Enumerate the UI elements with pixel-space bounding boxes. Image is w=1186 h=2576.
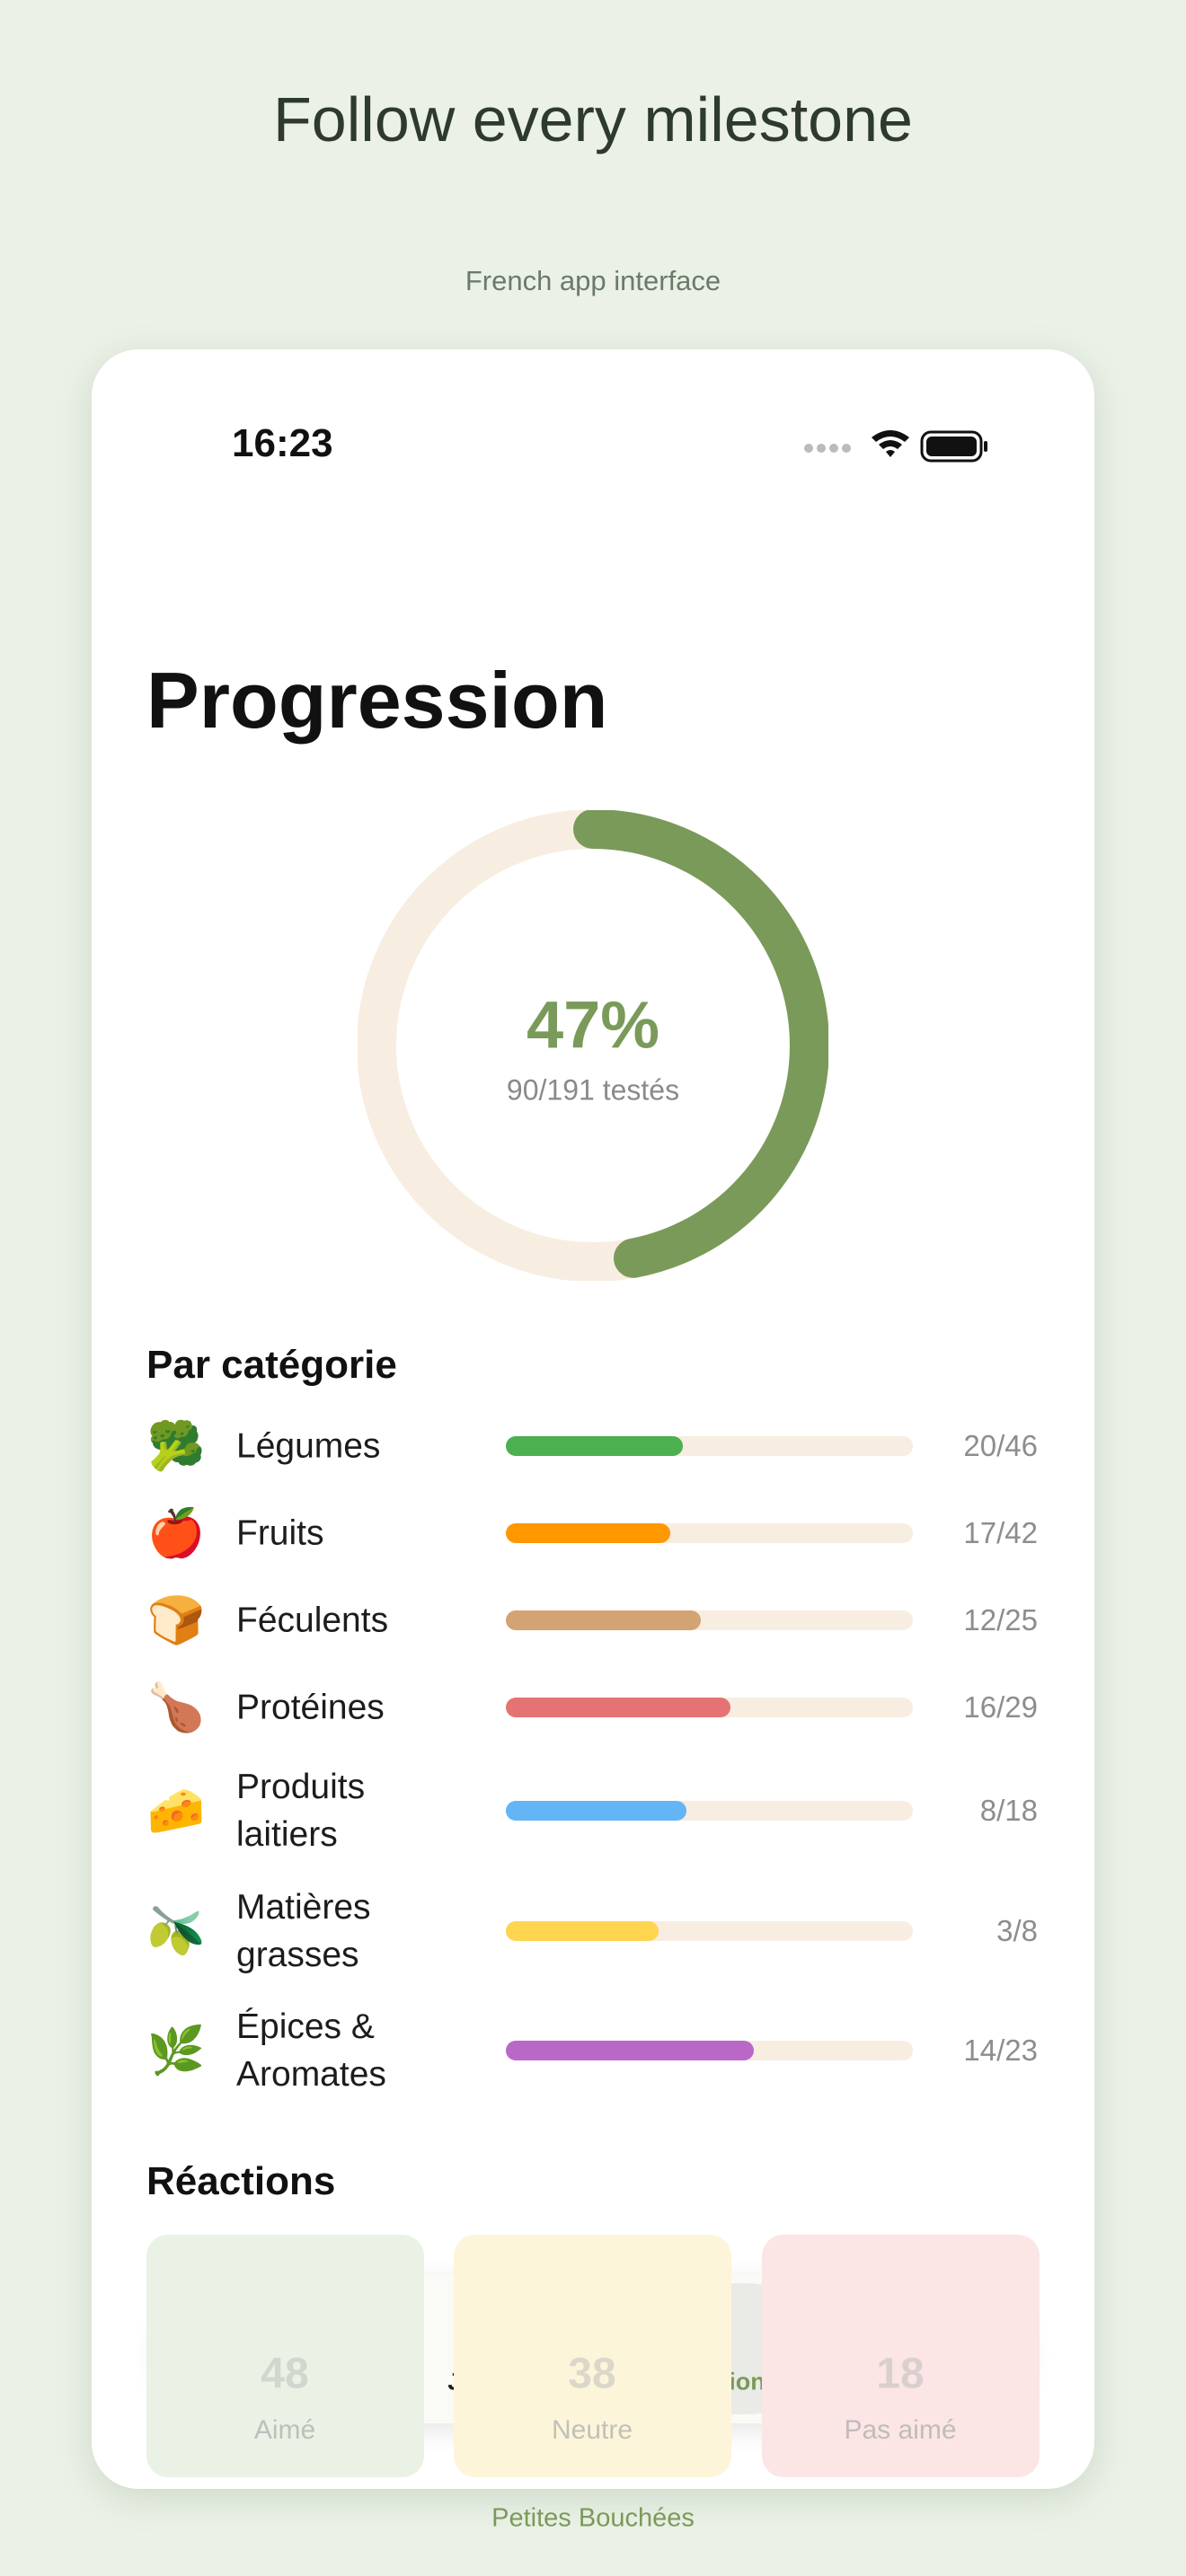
progress-fill <box>506 2041 754 2060</box>
category-emoji: 🥦 <box>146 1420 206 1473</box>
section-title: Réactions <box>146 2159 336 2203</box>
category-count: 3/8 <box>996 1914 1038 1947</box>
category-name: Épices & Aromates <box>236 2007 386 2094</box>
footer-brand: Petites Bouchées <box>491 2503 695 2533</box>
ring-progress <box>358 810 828 1281</box>
reaction-label: Aimé <box>253 2415 316 2445</box>
reaction-card: 38 Neutre <box>454 2235 731 2477</box>
category-emoji: 🫒 <box>146 1905 206 1958</box>
category-count: 17/42 <box>963 1516 1038 1549</box>
header-subtitle: French app interface <box>465 265 721 296</box>
progress-caption: 90/191 testés <box>506 1073 680 1107</box>
category-count: 8/18 <box>979 1794 1038 1827</box>
progress-fill <box>506 1523 671 1543</box>
category-name: Légumes <box>236 1426 381 1466</box>
category-count: 12/25 <box>963 1603 1038 1636</box>
category-count: 16/29 <box>963 1690 1038 1724</box>
reaction-card: 18 Pas aimé <box>762 2235 1040 2477</box>
category-name: Matières grasses <box>236 1888 371 1974</box>
progress-fill <box>506 1436 683 1456</box>
status-time: 16:23 <box>232 421 333 465</box>
reaction-count: 38 <box>568 2350 616 2398</box>
category-emoji: 🍞 <box>146 1594 206 1647</box>
category-name: Féculents <box>236 1601 389 1640</box>
category-emoji: 🌿 <box>146 2025 206 2078</box>
reaction-label: Pas aimé <box>844 2415 957 2445</box>
progress-ring <box>358 810 828 1281</box>
category-emoji: 🍎 <box>146 1507 206 1560</box>
category-count: 20/46 <box>963 1429 1038 1462</box>
progress-fill <box>506 1610 702 1630</box>
header-title: Follow every milestone <box>273 84 913 154</box>
screen-title: Progression <box>146 656 608 745</box>
progress-fill <box>506 1921 659 1941</box>
status-icons <box>804 430 987 463</box>
category-emoji: 🧀 <box>146 1785 206 1838</box>
category-name: Protéines <box>236 1688 385 1727</box>
reaction-label: Neutre <box>551 2415 633 2445</box>
reaction-count: 48 <box>261 2350 309 2398</box>
category-count: 14/23 <box>963 2033 1038 2067</box>
category-emoji: 🍗 <box>146 1681 206 1734</box>
progress-fill <box>506 1698 730 1717</box>
section-title: Par catégorie <box>146 1343 397 1387</box>
reaction-card: 48 Aimé <box>146 2235 424 2477</box>
category-name: Produits laitiers <box>236 1768 366 1854</box>
category-name: Fruits <box>236 1513 324 1553</box>
progress-percent: 47% <box>526 987 660 1063</box>
reaction-count: 18 <box>876 2350 925 2398</box>
phone-screen: 16:23 Progression 47% 90/191 testés Par … <box>92 349 1094 2489</box>
progress-fill <box>506 1801 687 1821</box>
